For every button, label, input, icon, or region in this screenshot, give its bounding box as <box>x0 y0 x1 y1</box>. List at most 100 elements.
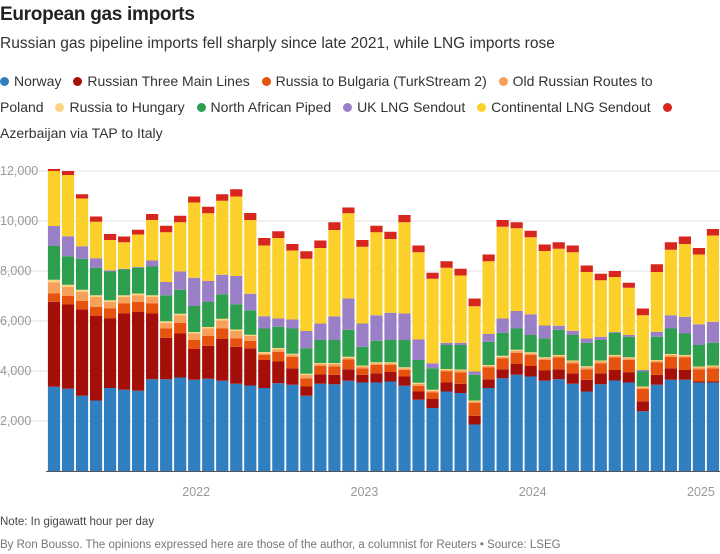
bar-segment <box>118 389 131 471</box>
bar-segment <box>510 352 523 364</box>
bar-segment <box>272 326 285 348</box>
bar-segment <box>594 280 607 337</box>
bar-segment <box>216 320 229 329</box>
bar-segment <box>692 345 706 367</box>
bar-segment <box>608 356 621 358</box>
bar-segment <box>384 365 397 372</box>
bar-segment <box>566 373 579 384</box>
bar-segment <box>342 329 355 357</box>
bar-segment <box>356 246 369 324</box>
legend-swatch <box>55 103 65 112</box>
bar-segment <box>552 325 565 330</box>
bar-segment <box>216 318 229 321</box>
bar-segment <box>89 221 103 259</box>
bar-segment <box>384 340 397 363</box>
bar-segment <box>47 169 61 171</box>
bar-segment <box>510 328 523 350</box>
bar-segment <box>61 304 75 389</box>
legend-item: Old Russian Routes to Poland <box>0 73 653 115</box>
bar-segment <box>398 215 411 223</box>
bar-segment <box>146 220 159 261</box>
bar-segment <box>160 232 173 282</box>
legend-item: Russia to Hungary <box>55 99 185 115</box>
bar-segment <box>370 340 383 363</box>
bar-segment <box>118 313 131 390</box>
bar-segment <box>426 272 439 279</box>
bar-segment <box>468 400 481 402</box>
bar-segment <box>230 276 243 305</box>
bar-segment <box>524 314 537 335</box>
bar-segment <box>132 295 145 302</box>
bar-segment <box>706 382 720 471</box>
bar-segment <box>342 213 355 299</box>
bar-segment <box>314 240 327 248</box>
bar-segment <box>496 355 509 357</box>
bar-segment <box>244 213 257 220</box>
legend-item: Continental LNG Sendout <box>477 99 651 115</box>
bar-segment <box>286 250 299 320</box>
bar-segment <box>412 385 425 392</box>
bar-segment <box>132 234 145 267</box>
bar-segment <box>272 238 285 319</box>
bar-segment <box>328 366 341 375</box>
legend-label: Russian Three Main Lines <box>87 73 250 89</box>
bar-segment <box>510 311 523 329</box>
bar-segment <box>61 175 75 237</box>
bar-segment <box>370 315 383 341</box>
bar-segment <box>552 248 565 326</box>
bar-segment <box>370 232 383 316</box>
bar-segment <box>61 256 75 285</box>
bar-segment <box>216 339 229 381</box>
bar-segment <box>454 342 467 345</box>
bar-segment <box>89 295 103 297</box>
bar-segment <box>75 292 89 301</box>
bar-segment <box>398 222 411 314</box>
bar-segment <box>103 234 117 240</box>
bar-segment <box>440 345 453 369</box>
bar-segment <box>47 226 61 246</box>
x-tick-label: 2025 <box>687 485 715 499</box>
bar-segment <box>566 330 579 335</box>
y-tick-label: 2,000 <box>0 414 31 428</box>
bar-segment <box>398 370 411 377</box>
bar-segment <box>188 340 201 349</box>
bar-segment <box>314 366 327 375</box>
bar-segment <box>468 374 481 401</box>
legend-swatch <box>662 103 672 112</box>
bar-segment <box>342 359 355 370</box>
bar-segment <box>286 328 299 354</box>
bar-segment <box>75 301 89 310</box>
bar-segment <box>202 378 215 471</box>
bar-segment <box>272 318 285 327</box>
bar-segment <box>398 368 411 370</box>
bar-segment <box>538 380 551 471</box>
bar-segment <box>132 267 145 268</box>
bar-segment <box>103 240 117 271</box>
bar-segment <box>132 229 145 235</box>
bar-segment <box>300 331 313 349</box>
bar-segment <box>75 258 89 290</box>
bar-segment <box>412 391 425 400</box>
bar-segment <box>47 386 61 471</box>
bar-segment <box>650 361 663 363</box>
bar-segment <box>146 295 159 297</box>
bar-segment <box>496 369 509 379</box>
stacked-bar-chart: 2,000 4,000 6,000 8,000 10,000 12,000 2022 2023… <box>0 164 720 499</box>
bar-segment <box>426 399 439 408</box>
bar-segment <box>216 380 229 471</box>
bar-segment <box>160 225 173 233</box>
bar-segment <box>47 293 61 302</box>
bar-segment <box>300 386 313 396</box>
bar-segment <box>244 220 257 294</box>
bar-segment <box>300 251 313 259</box>
bar-segment <box>314 374 327 384</box>
bar-segment <box>678 333 691 355</box>
bar-segment <box>230 383 243 471</box>
bar-segment <box>300 373 313 375</box>
bar-segment <box>258 360 271 388</box>
bar-segment <box>482 388 495 471</box>
bar-segment <box>202 328 215 336</box>
byline-source: By Ron Bousso. The opinions expressed he… <box>0 539 561 551</box>
bar-segment <box>650 331 663 337</box>
bar-segment <box>216 194 229 201</box>
